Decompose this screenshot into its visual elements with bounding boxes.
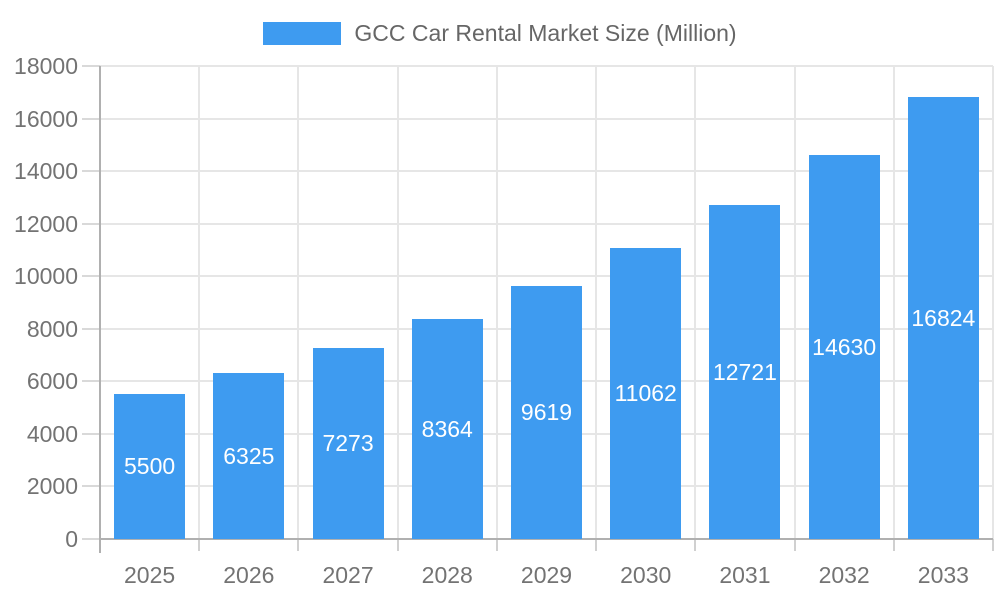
- x-gridline: [198, 66, 201, 539]
- legend-label: GCC Car Rental Market Size (Million): [354, 19, 737, 46]
- bar-value-label: 7273: [322, 430, 374, 456]
- bar-2028[interactable]: 8364: [411, 319, 483, 539]
- y-axis-tick: [82, 222, 100, 225]
- y-axis-tick: [82, 380, 100, 383]
- x-axis-label: 2026: [223, 562, 275, 588]
- x-gridline: [992, 66, 994, 539]
- x-gridline: [892, 66, 895, 539]
- x-gridline: [396, 66, 399, 539]
- x-gridline: [694, 66, 697, 539]
- x-axis-label: 2030: [620, 562, 672, 588]
- y-gridline: [100, 170, 993, 173]
- x-gridline: [595, 66, 598, 539]
- bar-2027[interactable]: 7273: [312, 348, 384, 539]
- bar-2026[interactable]: 6325: [213, 373, 285, 539]
- x-gridline: [793, 66, 796, 539]
- bar-2031[interactable]: 12721: [709, 205, 781, 539]
- x-axis-tick: [694, 539, 697, 551]
- y-axis-label: 6000: [26, 368, 78, 395]
- x-axis-tick: [892, 539, 895, 551]
- y-axis-line: [99, 66, 101, 553]
- bar-value-label: 14630: [812, 333, 877, 360]
- x-axis-line: [100, 538, 993, 540]
- y-axis-label: 8000: [26, 315, 78, 342]
- x-axis-tick: [992, 539, 994, 551]
- x-gridline: [495, 66, 498, 539]
- x-axis-label: 2031: [719, 562, 771, 588]
- x-axis-tick: [595, 539, 598, 551]
- x-axis-tick: [297, 539, 300, 551]
- y-axis-tick: [82, 275, 100, 278]
- legend-item[interactable]: GCC Car Rental Market Size (Million): [0, 18, 1000, 48]
- x-axis-tick: [495, 539, 498, 551]
- y-axis-tick: [82, 327, 100, 330]
- y-axis-label: 18000: [14, 53, 78, 79]
- y-gridline: [100, 117, 993, 120]
- bar-value-label: 6325: [223, 442, 275, 469]
- y-axis-tick: [82, 432, 100, 435]
- y-axis-label: 10000: [14, 263, 78, 290]
- bar-2032[interactable]: 14630: [808, 155, 880, 539]
- bar-2029[interactable]: 9619: [511, 286, 582, 539]
- bar-value-label: 12721: [712, 358, 777, 385]
- y-gridline: [100, 65, 993, 67]
- bar-value-label: 9619: [520, 399, 573, 425]
- x-axis-tick: [198, 539, 201, 551]
- y-axis-tick: [82, 117, 100, 120]
- y-axis-label: 2000: [26, 473, 78, 500]
- y-axis-label: 14000: [14, 158, 78, 185]
- bar-2033[interactable]: 16824: [907, 97, 979, 539]
- x-axis-label: 2032: [818, 562, 870, 588]
- y-axis-tick: [82, 538, 100, 540]
- x-axis-label: 2027: [322, 562, 374, 588]
- bar-2025[interactable]: 5500: [114, 394, 186, 539]
- y-axis-label: 16000: [14, 105, 78, 132]
- x-axis-label: 2025: [124, 562, 176, 588]
- bar-value-label: 16824: [911, 304, 976, 331]
- y-axis-tick: [82, 170, 100, 173]
- y-gridline: [100, 275, 993, 278]
- y-axis-label: 0: [65, 526, 78, 552]
- bar-value-label: 8364: [421, 415, 473, 442]
- y-axis-tick: [82, 485, 100, 488]
- x-gridline: [297, 66, 300, 539]
- y-gridline: [100, 222, 993, 225]
- y-axis-tick: [82, 65, 100, 67]
- bar-value-label: 5500: [124, 453, 176, 479]
- bar-value-label: 11062: [614, 380, 677, 406]
- legend-swatch: [263, 21, 342, 45]
- x-axis-tick: [396, 539, 399, 551]
- x-axis-label: 2029: [520, 562, 573, 588]
- x-axis-label: 2033: [917, 562, 969, 588]
- x-axis-tick: [793, 539, 796, 551]
- bar-2030[interactable]: 11062: [610, 248, 682, 539]
- x-axis-label: 2028: [421, 562, 473, 588]
- y-axis-label: 4000: [26, 420, 78, 447]
- y-axis-label: 12000: [14, 210, 78, 237]
